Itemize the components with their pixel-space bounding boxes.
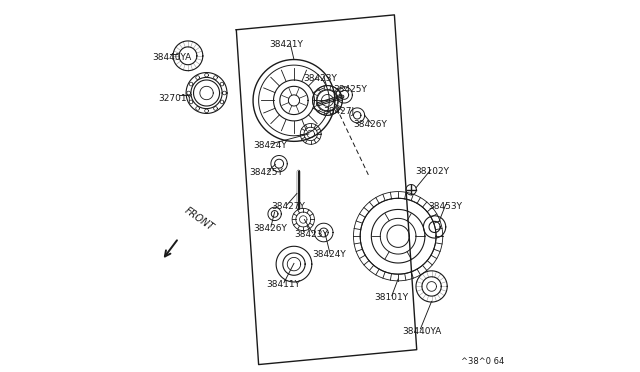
Text: FRONT: FRONT	[182, 205, 215, 232]
Text: 38440YA: 38440YA	[152, 53, 191, 62]
Text: 38424Y: 38424Y	[253, 141, 287, 150]
Text: 38426Y: 38426Y	[353, 120, 387, 129]
Text: 38425Y: 38425Y	[333, 85, 367, 94]
Text: 38440YA: 38440YA	[402, 327, 441, 336]
Text: 38427Y: 38427Y	[271, 202, 305, 211]
Text: 38425Y: 38425Y	[250, 169, 283, 177]
Text: 38101Y: 38101Y	[374, 293, 408, 302]
Text: 38427J: 38427J	[324, 107, 355, 116]
Text: 38423Y: 38423Y	[294, 230, 328, 239]
Text: 38411Y: 38411Y	[266, 280, 300, 289]
Text: 32701Y: 32701Y	[158, 94, 192, 103]
Text: 38423Y: 38423Y	[303, 74, 337, 83]
Text: 38424Y: 38424Y	[312, 250, 346, 259]
Text: 38421Y: 38421Y	[270, 40, 303, 49]
Text: 38102Y: 38102Y	[415, 167, 449, 176]
Text: 38426Y: 38426Y	[253, 224, 287, 233]
Text: ^38^0 64: ^38^0 64	[461, 357, 504, 366]
Text: 38453Y: 38453Y	[428, 202, 462, 211]
